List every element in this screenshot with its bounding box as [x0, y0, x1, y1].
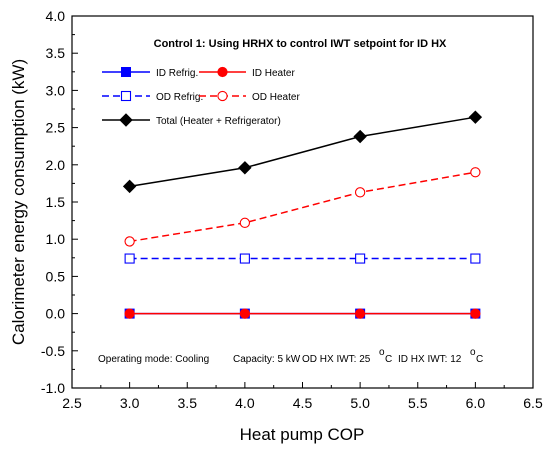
data-point-od-heater — [239, 217, 251, 228]
annotation-od-unit: C — [385, 354, 392, 365]
data-point-od-refrig — [124, 253, 135, 264]
y-tick-label: 1.5 — [46, 194, 66, 210]
series-total-heater-refrigerator — [122, 110, 483, 194]
x-tick-label: 5.5 — [408, 395, 428, 411]
plot-area — [71, 15, 534, 389]
legend-label-id-refrig: ID Refrig. — [156, 68, 198, 79]
data-point-id-heater — [470, 308, 481, 319]
data-point-od-refrig — [355, 253, 366, 264]
x-tick-label: 4.5 — [293, 395, 313, 411]
x-axis-title: Heat pump COP — [240, 425, 365, 444]
data-point-id-heater — [355, 308, 366, 319]
series-id-heater — [124, 308, 481, 319]
series-line-od-heater — [129, 171, 476, 243]
x-tick-label: 4.0 — [235, 395, 255, 411]
x-tick-label: 5.0 — [350, 395, 370, 411]
data-point-od-heater — [354, 187, 366, 198]
x-tick-label: 3.5 — [178, 395, 198, 411]
y-axis-ticks: -1.0 -0.5 0.0 0.5 1.0 1.5 2.0 2.5 3.0 3.5 4.0 — [41, 8, 78, 396]
annotation-id-unit: C — [476, 354, 483, 365]
annotation-od-iwt: OD HX IWT: 25 — [302, 354, 371, 365]
y-axis-title: Calorimeter energy consumption (kW) — [9, 59, 28, 345]
y-tick-label: 2.0 — [46, 157, 66, 173]
legend-entry-od-heater: OD Heater — [199, 90, 300, 103]
y-tick-label: -1.0 — [41, 380, 65, 396]
x-tick-label: 2.5 — [62, 395, 82, 411]
y-tick-label: 0.5 — [46, 268, 66, 284]
y-tick-label: 3.5 — [46, 45, 66, 61]
annotation-mode: Operating mode: Cooling — [98, 354, 209, 365]
data-point-total-heater-refrigerator — [122, 179, 137, 194]
data-point-od-heater — [470, 167, 481, 178]
annotation-id-iwt: ID HX IWT: 12 — [398, 354, 462, 365]
series-od-heater — [124, 167, 481, 247]
data-point-total-heater-refrigerator — [353, 129, 367, 144]
x-tick-label: 6.0 — [466, 395, 486, 411]
legend-entry-id-heater: ID Heater — [199, 66, 295, 79]
data-point-total-heater-refrigerator — [238, 161, 252, 175]
legend-entry-od-refrig: OD Refrig. — [102, 90, 203, 103]
y-tick-label: 4.0 — [46, 8, 66, 24]
legend: ID Refrig. ID Heater OD Refrig. OD Heater To… — [102, 66, 300, 127]
legend-entry-total-heater-refrigerator: Total (Heater + Refrigerator) — [102, 113, 281, 127]
y-tick-label: -0.5 — [41, 343, 65, 359]
legend-marker-od-refrig — [120, 90, 132, 102]
legend-entry-id-refrig: ID Refrig. — [102, 67, 198, 79]
legend-marker-total-heater-refrigerator — [119, 113, 133, 127]
y-tick-label: 2.5 — [46, 120, 66, 136]
annotation-capacity: Capacity: 5 kW — [233, 354, 301, 365]
annotation-id-degree: o — [470, 347, 476, 358]
legend-label-od-refrig: OD Refrig. — [156, 92, 203, 103]
chart-title: Control 1: Using HRHX to control IWT set… — [154, 38, 447, 50]
series-line-total-heater-refrigerator — [129, 116, 476, 188]
x-axis-ticks: 2.5 3.0 3.5 4.0 4.5 5.0 5.5 6.0 6.5 — [62, 382, 543, 411]
operating-conditions-annotation: Operating mode: Cooling Capacity: 5 kW O… — [98, 347, 483, 365]
legend-marker-od-heater — [217, 90, 228, 102]
series-od-refrig — [124, 253, 481, 264]
data-point-od-refrig — [470, 253, 481, 264]
y-tick-label: 3.0 — [46, 82, 66, 98]
x-tick-label: 6.5 — [523, 395, 543, 411]
x-tick-label: 3.0 — [120, 395, 140, 411]
data-point-od-heater — [124, 236, 135, 247]
annotation-od-degree: o — [379, 347, 385, 358]
data-point-od-refrig — [239, 253, 250, 264]
legend-marker-id-refrig — [121, 67, 131, 77]
legend-marker-id-heater — [217, 66, 228, 78]
series-layer — [122, 110, 483, 319]
data-point-id-heater — [124, 308, 135, 319]
data-point-total-heater-refrigerator — [468, 110, 483, 124]
y-tick-label: 1.0 — [46, 231, 66, 247]
y-tick-label: 0.0 — [46, 306, 66, 322]
legend-label-od-heater: OD Heater — [252, 92, 300, 103]
legend-label-id-heater: ID Heater — [252, 68, 295, 79]
data-point-id-heater — [239, 308, 250, 319]
legend-label-total-heater-refrigerator: Total (Heater + Refrigerator) — [156, 116, 281, 127]
